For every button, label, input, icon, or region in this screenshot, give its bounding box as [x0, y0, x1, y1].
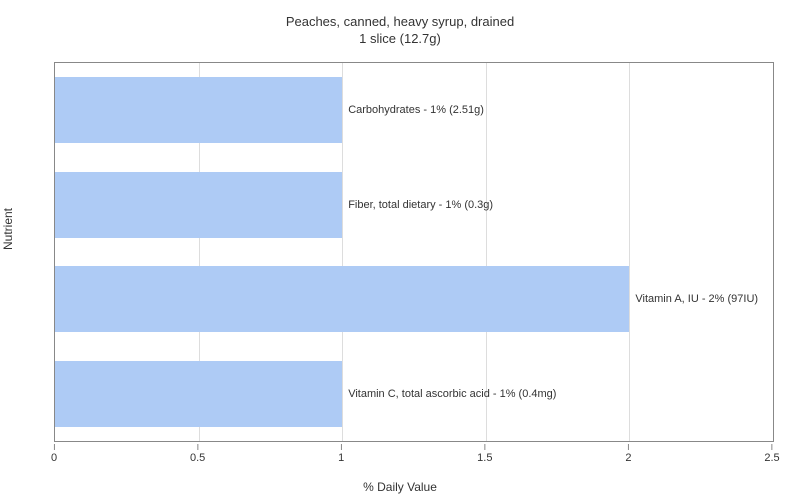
tick-mark [628, 444, 629, 450]
gridline [629, 63, 630, 441]
x-tick-label: 0 [51, 452, 57, 464]
x-tick-label: 2 [625, 452, 631, 464]
nutrient-chart: Peaches, canned, heavy syrup, drained 1 … [0, 0, 800, 500]
x-tick: 1 [338, 444, 344, 464]
y-axis-label: Nutrient [1, 208, 15, 250]
bar-label: Fiber, total dietary - 1% (0.3g) [348, 199, 493, 211]
tick-mark [197, 444, 198, 450]
bar [55, 361, 342, 427]
gridline [342, 63, 343, 441]
chart-title: Peaches, canned, heavy syrup, drained 1 … [0, 14, 800, 48]
x-tick: 0 [51, 444, 57, 464]
x-axis-label: % Daily Value [0, 480, 800, 494]
x-tick-label: 0.5 [190, 452, 205, 464]
bar-label: Vitamin A, IU - 2% (97IU) [635, 293, 758, 305]
x-tick-label: 2.5 [764, 452, 779, 464]
tick-mark [771, 444, 772, 450]
x-axis-ticks: 00.511.522.5 [54, 444, 774, 468]
bar [55, 172, 342, 238]
x-tick: 0.5 [190, 444, 205, 464]
tick-mark [54, 444, 55, 450]
tick-mark [484, 444, 485, 450]
bar-label: Carbohydrates - 1% (2.51g) [348, 104, 484, 116]
x-tick: 1.5 [477, 444, 492, 464]
gridline [486, 63, 487, 441]
x-tick: 2 [625, 444, 631, 464]
x-tick-label: 1.5 [477, 452, 492, 464]
x-tick: 2.5 [764, 444, 779, 464]
bar [55, 77, 342, 143]
chart-title-line1: Peaches, canned, heavy syrup, drained [0, 14, 800, 31]
bar [55, 266, 629, 332]
tick-mark [341, 444, 342, 450]
x-tick-label: 1 [338, 452, 344, 464]
chart-title-line2: 1 slice (12.7g) [0, 31, 800, 48]
bar-label: Vitamin C, total ascorbic acid - 1% (0.4… [348, 388, 556, 400]
plot-area: Carbohydrates - 1% (2.51g) Fiber, total d… [54, 62, 774, 442]
